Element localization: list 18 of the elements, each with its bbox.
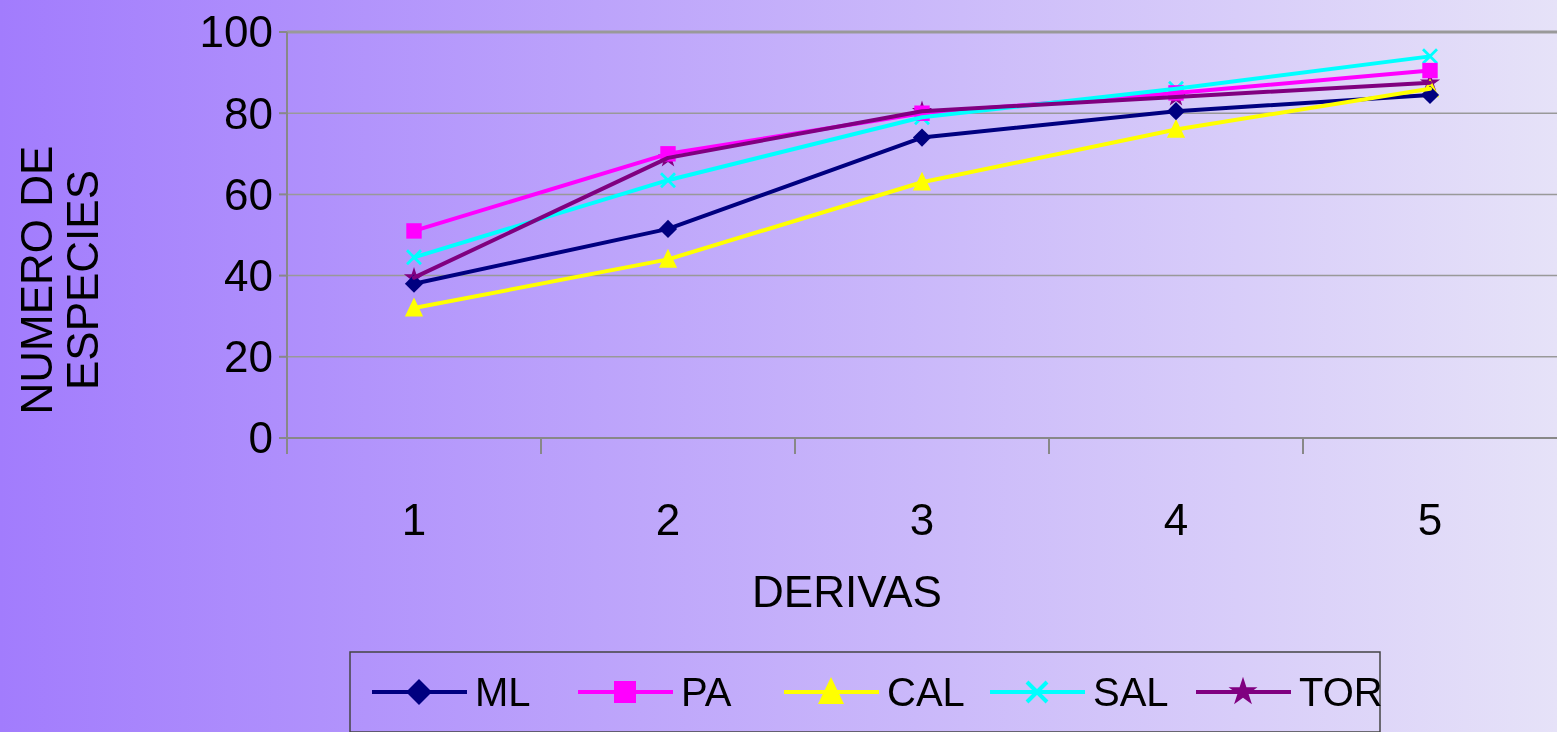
legend-label: PA	[681, 670, 732, 714]
y-tick-label: 80	[224, 88, 273, 138]
legend-label: SAL	[1093, 670, 1169, 714]
legend-label: TOR	[1299, 670, 1383, 714]
y-tick-label: 100	[199, 7, 273, 57]
x-tick-label: 2	[655, 495, 681, 545]
y-tick-label: 0	[248, 413, 273, 463]
y-tick-label: 40	[224, 251, 273, 300]
y-tick-label: 20	[224, 332, 273, 382]
y-axis-title: NUMERO DE ESPECIES	[12, 145, 107, 415]
x-tick-label: 5	[1417, 495, 1443, 545]
y-tick-label: 60	[224, 169, 273, 219]
x-tick-label: 4	[1163, 495, 1189, 545]
legend-label: CAL	[887, 670, 965, 714]
x-axis-title: DERIVAS	[752, 567, 942, 617]
x-tick-label: 3	[909, 495, 935, 545]
legend-label: ML	[475, 670, 531, 714]
x-tick-label: 1	[401, 495, 427, 545]
